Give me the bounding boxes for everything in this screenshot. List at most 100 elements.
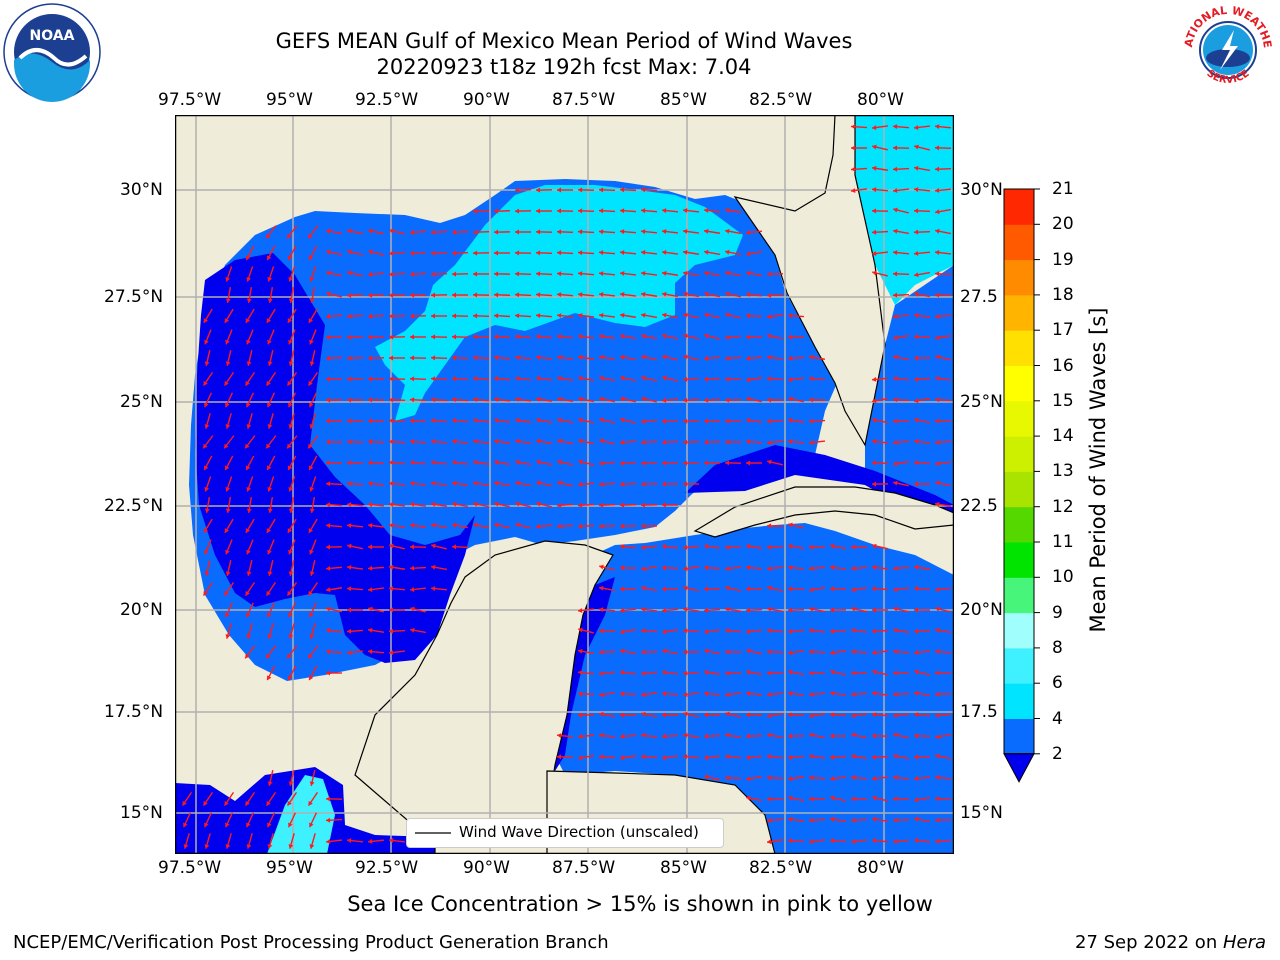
wind-wave-arrowhead xyxy=(935,397,940,403)
wind-wave-arrowhead xyxy=(494,438,499,444)
wind-wave-arrowhead xyxy=(725,355,730,361)
lat-label-right: 27.5 xyxy=(960,287,998,307)
wind-wave-arrowhead xyxy=(267,402,272,408)
wind-wave-arrowhead xyxy=(308,233,313,239)
wind-wave-arrowhead xyxy=(288,634,294,639)
wind-wave-arrowhead xyxy=(494,271,499,277)
wind-wave-arrowhead xyxy=(578,333,583,339)
wind-wave-arrowhead xyxy=(599,460,604,466)
wind-wave-arrowhead xyxy=(620,691,625,697)
wind-wave-arrowhead xyxy=(266,233,271,239)
colorbar-tick-label: 14 xyxy=(1052,426,1074,447)
wind-wave-arrowhead xyxy=(347,543,352,549)
wind-wave-arrowhead xyxy=(809,587,814,593)
wind-wave-arrowhead xyxy=(809,544,814,550)
wind-wave-arrowhead xyxy=(746,776,751,782)
legend-label: Wind Wave Direction (unscaled) xyxy=(459,823,699,841)
lat-label-left: 30°N xyxy=(120,180,163,200)
wind-wave-arrowhead xyxy=(326,376,331,382)
wind-wave-arrowhead xyxy=(662,229,667,234)
wind-wave-arrowhead xyxy=(494,292,499,298)
wind-wave-arrowhead xyxy=(746,733,751,739)
wind-wave-arrowhead xyxy=(830,733,834,739)
colorbar-tick-label: 11 xyxy=(1052,532,1074,552)
wind-wave-arrowhead xyxy=(410,355,415,361)
wind-wave-arrowhead xyxy=(326,839,331,844)
wind-wave-arrowhead xyxy=(893,354,898,360)
wind-wave-arrowhead xyxy=(746,313,751,319)
wind-wave-arrowhead xyxy=(872,628,877,634)
bahamas-water xyxy=(865,265,954,510)
wind-wave-arrowhead xyxy=(893,250,898,256)
wind-wave-arrowhead xyxy=(704,712,709,718)
wind-wave-arrowhead xyxy=(830,776,835,782)
wind-wave-arrowhead xyxy=(641,291,646,297)
wind-wave-arrowhead xyxy=(914,460,919,466)
wind-wave-arrowhead xyxy=(935,649,940,655)
wind-wave-arrowhead xyxy=(725,397,730,403)
wind-wave-arrowhead xyxy=(599,417,604,423)
colorbar-segment xyxy=(1004,506,1034,543)
wind-wave-arrowhead xyxy=(578,354,583,360)
wind-wave-arrowhead xyxy=(893,713,898,718)
wind-wave-arrowhead xyxy=(578,608,583,613)
wind-wave-arrowhead xyxy=(704,270,709,276)
wind-wave-arrowhead xyxy=(494,522,499,528)
footer-date-text: 27 Sep 2022 on xyxy=(1075,932,1223,953)
wind-wave-arrowhead xyxy=(494,417,499,423)
wind-wave-arrowhead xyxy=(788,334,792,340)
wind-wave-arrowhead xyxy=(872,795,877,801)
lon-label-top: 85°W xyxy=(660,90,707,110)
wind-wave-arrowhead xyxy=(204,508,210,513)
wind-wave-arrowhead xyxy=(662,629,667,635)
wind-wave-arrowhead xyxy=(767,754,772,759)
colorbar-segment xyxy=(1004,647,1034,684)
wind-wave-arrowhead xyxy=(746,586,751,592)
wind-wave-arrowhead xyxy=(641,523,645,529)
wind-wave-arrowhead xyxy=(935,375,940,381)
wind-wave-arrowhead xyxy=(683,670,688,676)
wind-wave-arrowhead xyxy=(224,590,229,596)
wind-wave-arrowhead xyxy=(288,339,293,345)
wind-wave-arrowhead xyxy=(578,208,583,214)
wind-wave-arrowhead xyxy=(746,543,751,549)
wind-wave-arrowhead xyxy=(935,734,940,740)
wind-wave-arrowhead xyxy=(662,481,667,487)
wind-wave-arrowhead xyxy=(389,271,394,277)
wind-wave-arrowhead xyxy=(641,270,646,276)
wind-wave-arrowhead xyxy=(347,292,352,298)
wind-wave-arrowhead xyxy=(914,669,919,675)
wind-wave-arrowhead xyxy=(473,292,478,298)
wind-wave-arrowhead xyxy=(704,648,709,654)
wind-wave-arrowhead xyxy=(326,228,331,234)
colorbar-segment xyxy=(1004,718,1034,755)
wind-wave-arrowhead xyxy=(494,229,499,235)
colorbar-tick-label: 21 xyxy=(1052,179,1074,199)
wind-wave-arrowhead xyxy=(914,775,919,781)
wind-wave-arrowhead xyxy=(536,187,541,193)
wind-wave-arrowhead xyxy=(599,354,604,360)
wind-wave-arrowhead xyxy=(767,440,772,446)
wind-wave-arrowhead xyxy=(725,585,730,591)
wind-wave-arrowhead xyxy=(347,481,352,487)
wind-wave-arrowhead xyxy=(662,397,667,403)
footer-date: 27 Sep 2022 on Hera xyxy=(1075,932,1266,954)
wind-wave-arrowhead xyxy=(935,145,940,151)
wind-wave-arrowhead xyxy=(641,418,646,424)
wind-wave-arrowhead xyxy=(266,528,272,533)
wind-wave-arrowhead xyxy=(893,753,898,759)
lon-label-bottom: 97.5°W xyxy=(158,858,222,878)
wind-wave-arrowhead xyxy=(326,796,331,802)
wind-wave-arrowhead xyxy=(578,627,583,633)
wind-wave-arrowhead xyxy=(935,775,940,780)
wind-wave-arrowhead xyxy=(809,354,814,360)
wind-wave-arrowhead xyxy=(662,291,667,297)
wind-wave-arrowhead xyxy=(662,460,667,466)
wind-wave-arrowhead xyxy=(287,653,292,659)
wind-wave-arrowhead xyxy=(851,691,856,697)
wind-wave-arrowhead xyxy=(599,628,604,634)
wind-wave-arrowhead xyxy=(368,587,373,593)
wind-wave-arrowhead xyxy=(662,208,667,214)
wind-wave-arrowhead xyxy=(767,628,772,634)
wind-wave-arrowhead xyxy=(767,271,772,277)
